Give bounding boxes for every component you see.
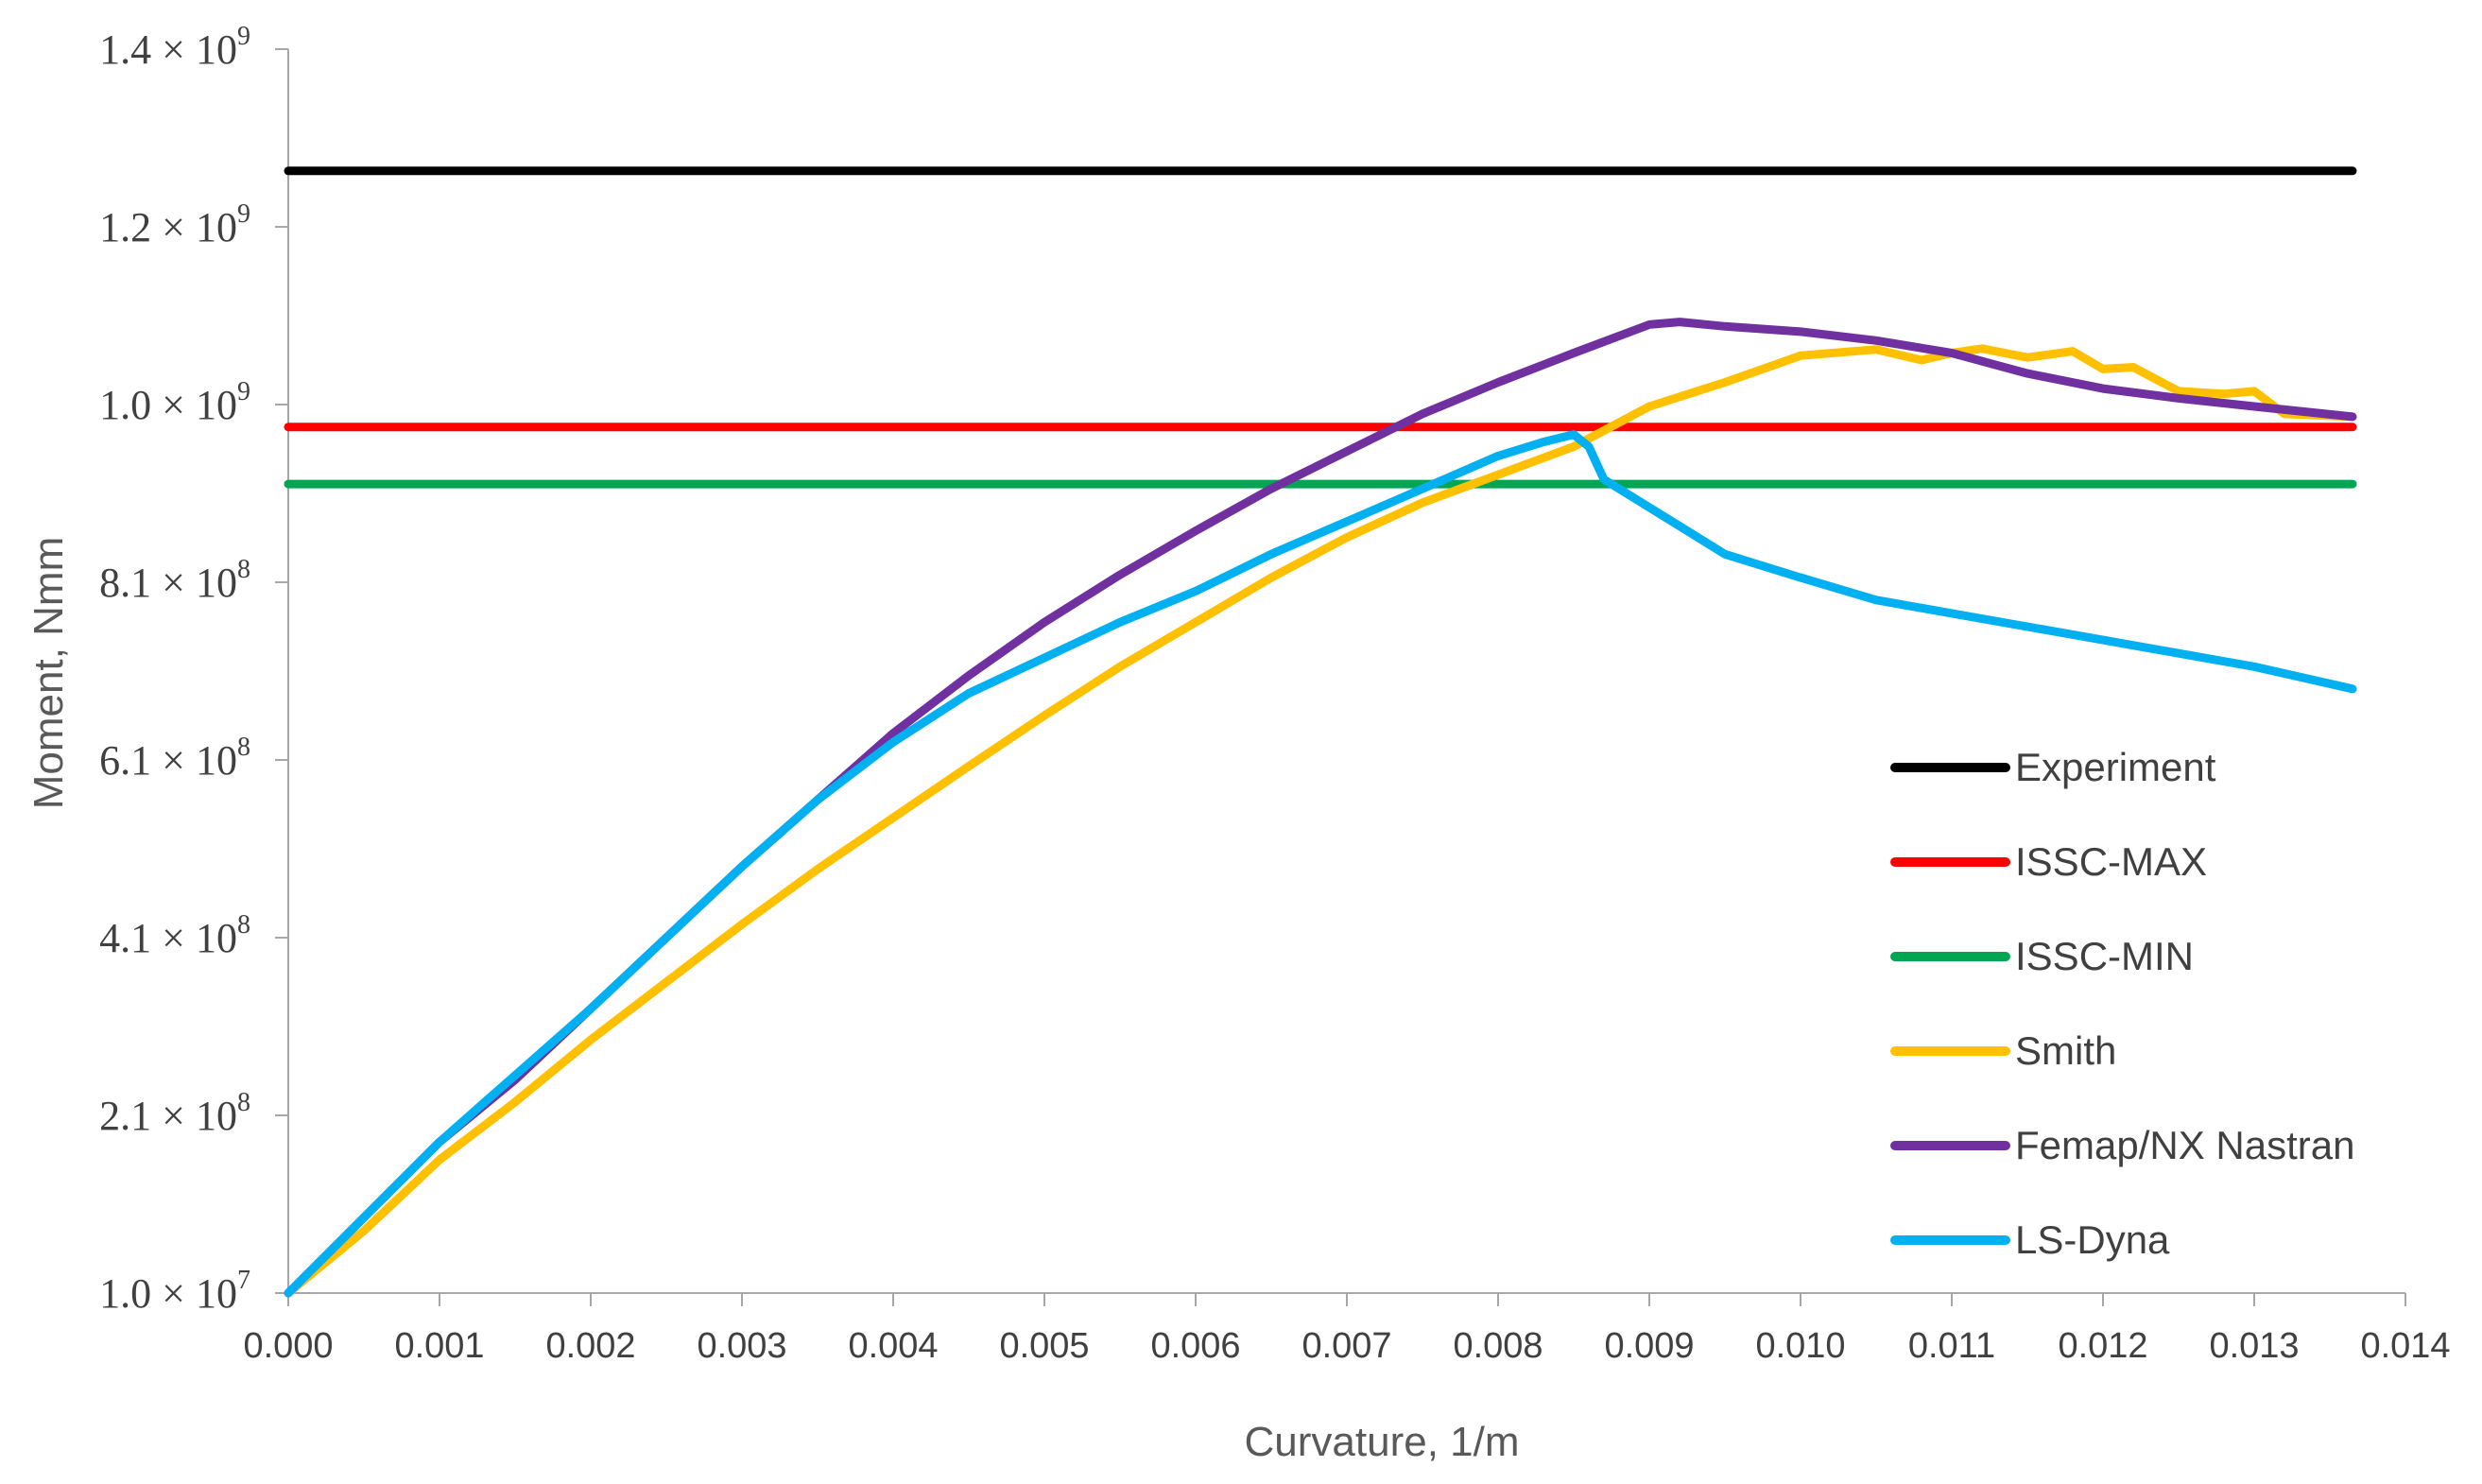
legend-label-experiment: Experiment	[2015, 745, 2216, 789]
axes: 0.000 0.001 0.002 0.003 0.004 0.005 0.006 0.007…	[99, 22, 2450, 1366]
y-tick-label: 8.1 × 108	[99, 555, 250, 606]
x-tick-label: 0.003	[697, 1326, 786, 1366]
legend-label-smith: Smith	[2015, 1028, 2116, 1073]
x-tick-label: 0.001	[394, 1326, 484, 1366]
series-line-ls-dyna	[284, 430, 2357, 1298]
x-tick-label: 0.013	[2209, 1326, 2299, 1366]
x-tick-label: 0.006	[1150, 1326, 1240, 1366]
x-tick-label: 0.007	[1301, 1326, 1391, 1366]
y-tick-label: 1.0 × 109	[99, 377, 250, 428]
x-tick-label: 0.004	[848, 1326, 938, 1366]
y-tick-label: 1.4 × 109	[99, 22, 250, 73]
legend-label-ls-dyna: LS-Dyna	[2015, 1217, 2170, 1262]
y-tick-label: 4.1 × 108	[99, 910, 250, 961]
y-tick-label: 1.0 × 107	[99, 1266, 250, 1317]
x-tick-label: 0.014	[2360, 1326, 2450, 1366]
legend: Experiment ISSC-MAX ISSC-MIN Smith Femap/NX …	[1890, 745, 2354, 1262]
series-lines	[284, 166, 2357, 1298]
legend-label-femap-nx-nastran: Femap/NX Nastran	[2015, 1123, 2354, 1167]
y-tick-label: 6.1 × 108	[99, 733, 250, 784]
x-tick-label: 0.009	[1604, 1326, 1694, 1366]
y-tick-label: 2.1 × 108	[99, 1088, 250, 1139]
legend-label-issc-min: ISSC-MIN	[2015, 934, 2194, 978]
y-tick-label: 1.2 × 109	[99, 199, 250, 250]
x-axis-title: Curvature, 1/m	[1245, 1419, 1520, 1465]
x-tick-label: 0.002	[545, 1326, 635, 1366]
y-axis-title: Moment, Nmm	[26, 537, 72, 809]
x-tick-label: 0.008	[1453, 1326, 1543, 1366]
legend-label-issc-max: ISSC-MAX	[2015, 839, 2207, 884]
x-tick-label: 0.011	[1908, 1326, 1995, 1366]
x-tick-label: 0.012	[2058, 1326, 2147, 1366]
series-line-smith	[284, 344, 2357, 1298]
x-tick-label: 0.000	[243, 1326, 333, 1366]
x-tick-label: 0.005	[999, 1326, 1089, 1366]
x-tick-label: 0.010	[1755, 1326, 1845, 1366]
